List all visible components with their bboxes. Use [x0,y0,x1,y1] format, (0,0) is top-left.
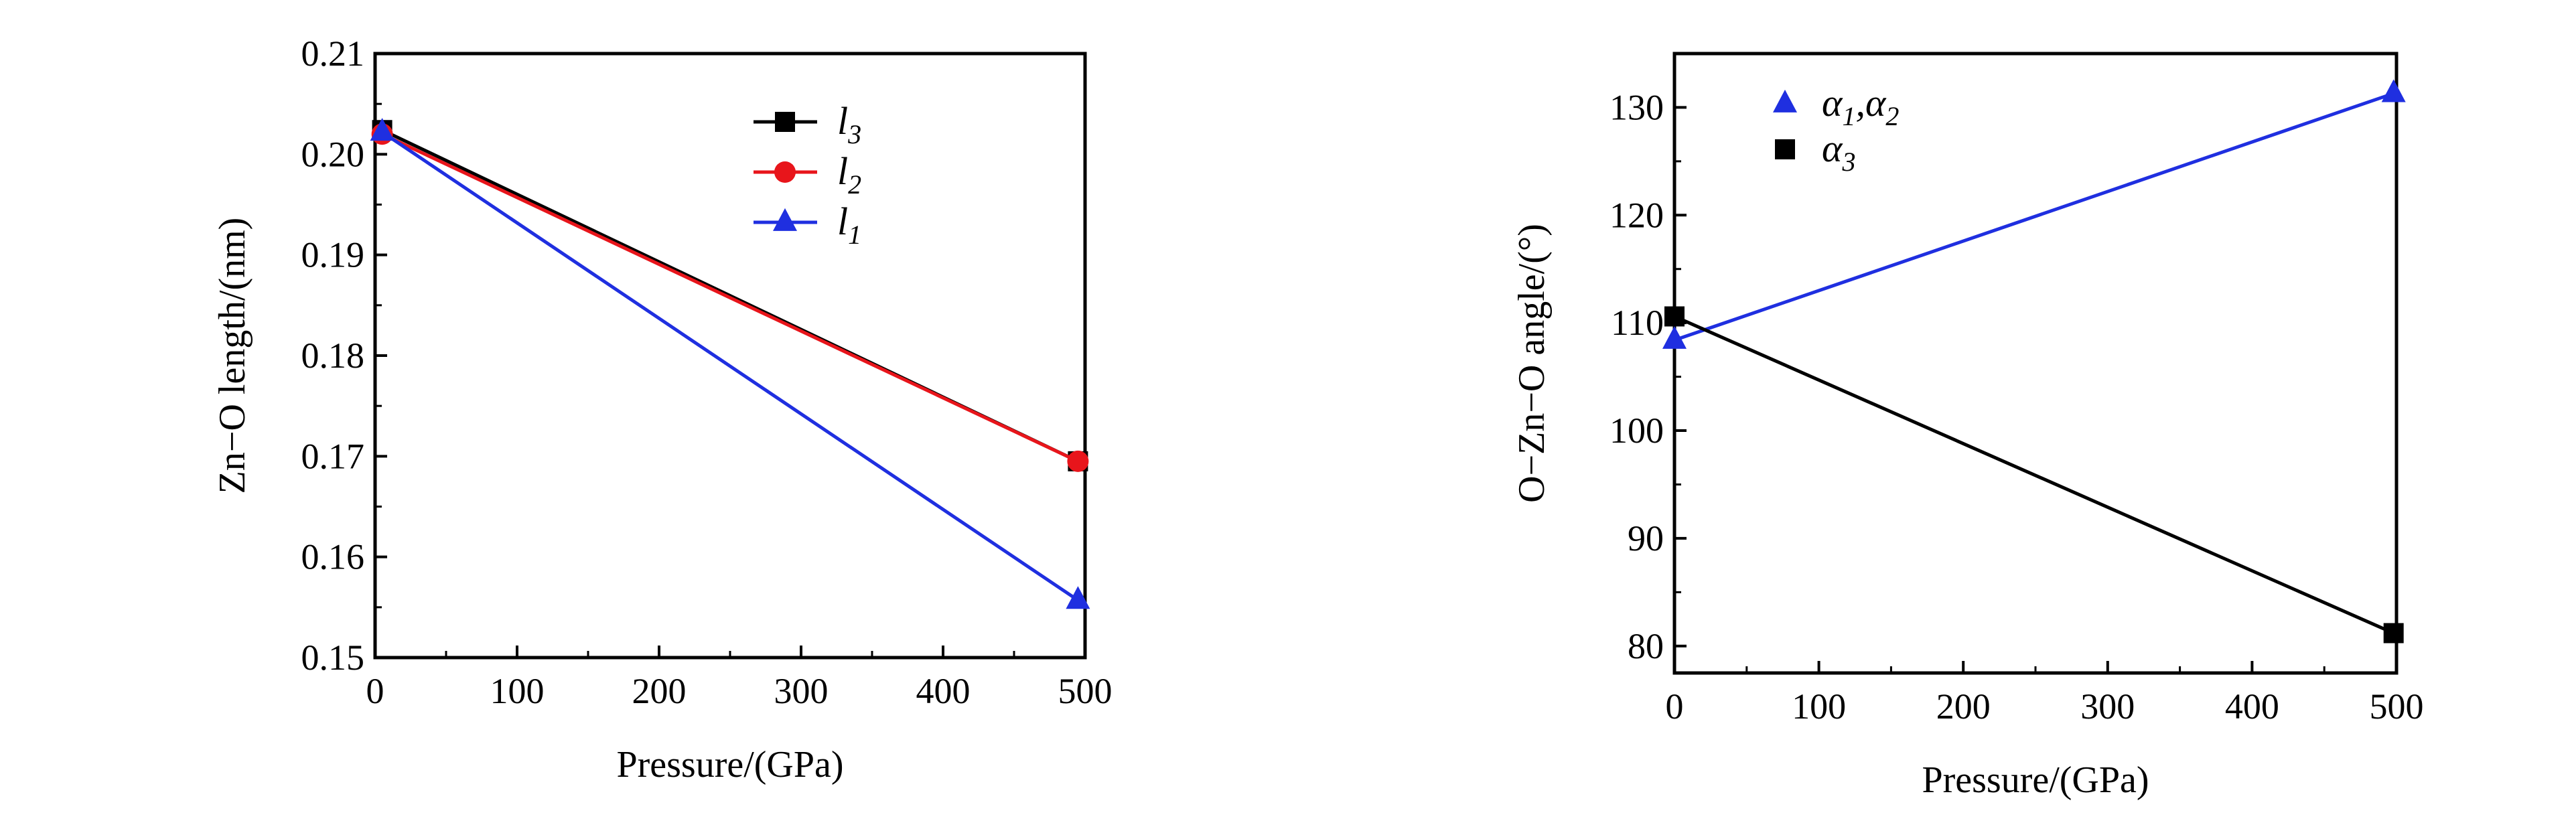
x-tick-label: 200 [632,671,687,711]
plot-frame [373,52,1087,660]
data-point [1067,450,1089,472]
y-tick-label: 0.18 [301,335,365,376]
x-tick-label: 0 [1666,686,1684,727]
series-line-1 [1674,92,2394,342]
data-point [2383,623,2404,644]
x-axis-label: Pressure/(GPa) [1922,759,2149,801]
legend-label: α1,α2 [1822,81,1899,131]
y-tick-label: 0.19 [301,235,365,275]
series-line-2 [381,133,1079,463]
data-point [370,118,395,141]
y-tick-label: 0.21 [301,33,365,74]
legend-item-3: l1 [754,200,861,250]
x-tick-label: 500 [2370,686,2424,727]
data-point [1066,586,1090,609]
y-tick-label: 110 [1611,303,1664,343]
data-point [2381,79,2406,102]
legend-marker [773,208,797,231]
chart-panel-1: 0 100 200 300 400 500 0.15 0.16 0.17 0.18 0.19 0.20… [212,33,1113,785]
y-tick-label: 0.15 [301,637,365,678]
data-point [1664,306,1685,327]
legend-marker [775,112,795,132]
x-tick-label: 400 [916,671,971,711]
y-axis-label: O−Zn−O angle/(°) [1511,224,1553,503]
x-tick-label: 200 [1936,686,1991,727]
chart-panel-2: 0 100 200 300 400 500 80 90 100 110 120 130 Pressure… [1511,52,2424,801]
y-tick-label: 0.17 [301,436,365,476]
y-tick-label: 120 [1609,195,1664,235]
legend-marker [774,161,796,183]
y-tick-label: 0.20 [301,134,365,174]
x-tick-label: 300 [2080,686,2135,727]
y-tick-label: 130 [1609,87,1664,127]
x-tick-label: 100 [490,671,545,711]
y-tick-label: 0.16 [301,537,365,577]
data-point [1662,325,1687,349]
legend-label: l2 [837,149,861,200]
x-tick-label: 0 [366,671,384,711]
series-line-2 [1673,315,2394,635]
y-tick-label: 100 [1609,410,1664,451]
x-tick-label: 100 [1792,686,1846,727]
legend-marker [1775,139,1795,159]
legend-label: l3 [837,99,861,149]
x-axis-label: Pressure/(GPa) [616,744,843,785]
y-axis-label: Zn−O length/(nm) [212,218,253,494]
series-line-3 [381,131,1079,602]
x-tick-label: 500 [1058,671,1113,711]
legend-marker [1773,89,1797,112]
legend-label: l1 [837,200,861,250]
legend-item-2: l2 [754,149,861,200]
x-tick-label: 400 [2225,686,2279,727]
legend-item-2: α3 [1775,127,1855,177]
legend-label: α3 [1822,127,1855,177]
legend-item-1: α1,α2 [1773,81,1899,131]
legend-item-1: l3 [754,99,861,149]
y-tick-label: 80 [1628,626,1664,666]
x-tick-label: 300 [774,671,829,711]
y-tick-label: 90 [1628,518,1664,558]
